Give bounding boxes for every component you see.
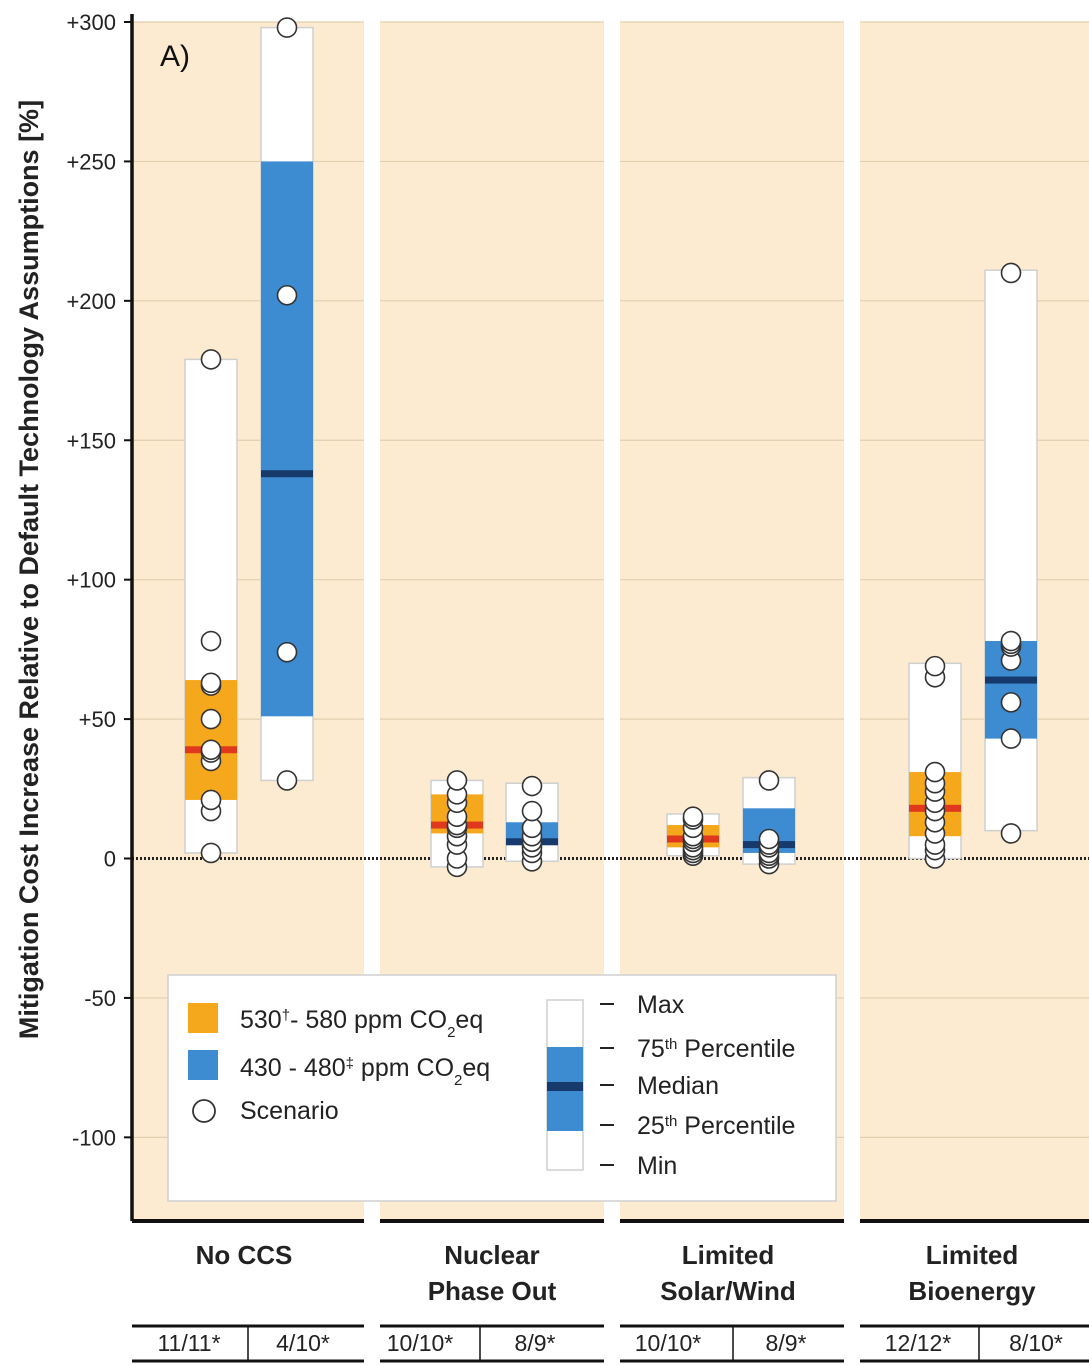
scenario-point bbox=[521, 800, 543, 822]
legend-label-max: Max bbox=[637, 991, 685, 1019]
panel-label: A) bbox=[160, 40, 190, 73]
scenario-point bbox=[1000, 692, 1022, 713]
box-1-0 bbox=[430, 770, 484, 878]
scenario-count: 8/9* bbox=[515, 1330, 556, 1356]
scenario-point bbox=[200, 349, 222, 370]
legend-label-median: Median bbox=[637, 1072, 719, 1100]
legend-label-25th: 25th Percentile bbox=[637, 1112, 795, 1140]
category-label: Bioenergy bbox=[908, 1276, 1036, 1306]
box-2-0 bbox=[666, 806, 720, 867]
scenario-count: 11/11* bbox=[157, 1330, 220, 1356]
scenario-count: 10/10* bbox=[635, 1330, 702, 1356]
category-label: Phase Out bbox=[428, 1276, 557, 1306]
panel-backgrounds bbox=[132, 22, 1089, 1221]
scenario-count: 8/9* bbox=[766, 1330, 807, 1356]
scenario-point bbox=[276, 17, 298, 38]
category-label: Nuclear bbox=[444, 1240, 539, 1270]
scenario-count: 8/10* bbox=[1009, 1330, 1063, 1356]
box-1-1 bbox=[505, 775, 559, 872]
legend-label-75th: 75th Percentile bbox=[637, 1035, 795, 1063]
category-label: No CCS bbox=[196, 1240, 293, 1270]
scenario-point bbox=[1000, 728, 1022, 749]
y-tick-label: +150 bbox=[66, 428, 116, 453]
category-labels: No CCS Nuclear Phase Out Limited Solar/Wind L… bbox=[196, 1240, 1036, 1306]
y-tick-label: +200 bbox=[66, 289, 116, 314]
y-tick-label: -100 bbox=[72, 1125, 116, 1150]
box-3-0 bbox=[908, 655, 962, 869]
box-median bbox=[985, 676, 1037, 684]
y-tick-label: -50 bbox=[84, 986, 116, 1011]
scenario-point bbox=[682, 806, 704, 827]
legend-swatch-530 bbox=[188, 1003, 218, 1033]
scenario-point bbox=[1000, 262, 1022, 284]
scenario-point bbox=[200, 630, 222, 652]
y-tick-label: +50 bbox=[79, 707, 116, 732]
y-tick-labels: +300 +250 +200 +150 +100 +50 0 -50 -100 bbox=[66, 10, 132, 1150]
legend-box-median bbox=[547, 1082, 583, 1091]
scenario-point bbox=[200, 672, 222, 694]
scenario-count: 12/12* bbox=[885, 1330, 952, 1356]
y-tick-label: +250 bbox=[66, 149, 116, 174]
box-3-1 bbox=[984, 262, 1038, 844]
scenario-point bbox=[200, 708, 222, 730]
scenario-count: 4/10* bbox=[276, 1330, 330, 1356]
legend-swatch-430 bbox=[188, 1050, 218, 1080]
box-iqr bbox=[261, 161, 313, 717]
y-tick-label: +300 bbox=[66, 10, 116, 35]
panel-bg-3 bbox=[860, 22, 1089, 1221]
category-label: Limited bbox=[926, 1240, 1018, 1270]
scenario-point bbox=[276, 284, 298, 306]
scenario-point bbox=[200, 789, 222, 811]
axes bbox=[130, 14, 1089, 1363]
scenario-point bbox=[924, 761, 946, 783]
box-0-1 bbox=[260, 17, 314, 791]
scenario-point bbox=[276, 641, 298, 663]
scenario-point bbox=[1000, 630, 1022, 652]
y-tick-label: 0 bbox=[104, 847, 116, 872]
y-axis-label: Mitigation Cost Increase Relative to Def… bbox=[14, 100, 44, 1039]
category-label: Limited bbox=[682, 1240, 774, 1270]
legend-label-430: 430 - 480‡ ppm CO2eq bbox=[240, 1054, 490, 1089]
scenario-point bbox=[521, 775, 543, 797]
scenario-point bbox=[1000, 823, 1022, 844]
legend-scenario-icon bbox=[192, 1099, 216, 1123]
scenario-point bbox=[200, 842, 222, 864]
scenario-point bbox=[276, 770, 298, 791]
legend: 530†- 580 ppm CO2eq 430 - 480‡ ppm CO2eq S… bbox=[167, 974, 837, 1202]
scenario-point bbox=[200, 739, 222, 761]
box-median bbox=[261, 470, 313, 478]
y-tick-label: +100 bbox=[66, 568, 116, 593]
legend-label-scenario: Scenario bbox=[240, 1097, 339, 1125]
scenario-point bbox=[924, 655, 946, 677]
legend-label-min: Min bbox=[637, 1152, 677, 1180]
box-0-0 bbox=[184, 349, 238, 864]
box-plots bbox=[184, 17, 1038, 878]
box-2-1 bbox=[742, 770, 796, 875]
scenario-point bbox=[446, 770, 468, 791]
scenario-point bbox=[758, 770, 780, 791]
category-label: Solar/Wind bbox=[660, 1276, 796, 1306]
scenario-counts: 11/11* 4/10* 10/10* 8/9* 10/10* 8/9* 12/12* 8/1… bbox=[157, 1330, 1062, 1356]
legend-label-530: 530†- 580 ppm CO2eq bbox=[240, 1006, 483, 1041]
legend-box bbox=[167, 974, 837, 1202]
scenario-count: 10/10* bbox=[387, 1330, 454, 1356]
scenario-point bbox=[758, 828, 780, 850]
